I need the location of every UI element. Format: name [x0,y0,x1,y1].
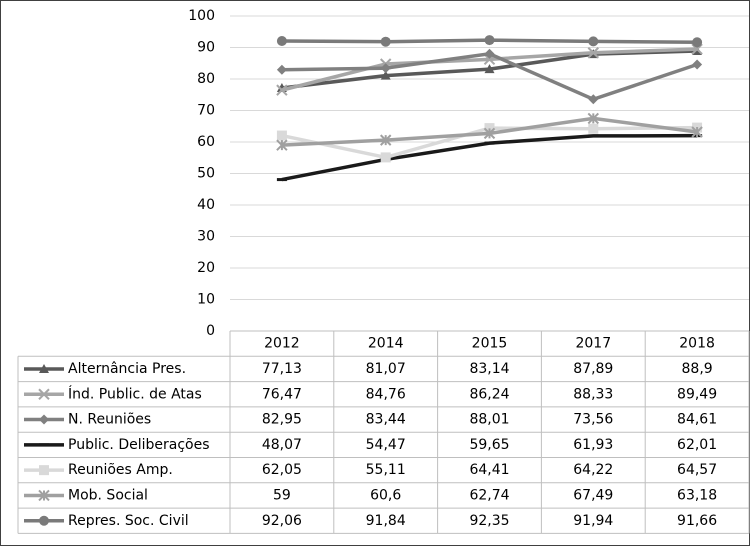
marker [484,141,495,145]
y-tick-label: 60 [197,134,215,150]
table-cell: 73,56 [573,412,613,428]
y-tick-label: 50 [197,166,215,182]
x-tick-label: 2018 [679,336,715,352]
marker [276,139,288,151]
table-cell: 59,65 [469,437,509,453]
table-cell: 77,13 [262,361,302,377]
table-cell: 83,14 [469,361,509,377]
table-cell: 91,66 [677,513,717,529]
table-cell: 91,94 [573,513,613,529]
marker [484,123,495,134]
legend-label: Alternância Pres. [68,361,186,377]
table-cell: 86,24 [469,386,509,402]
marker [587,112,600,125]
marker [379,134,392,146]
marker [691,126,703,138]
legend-label: Repres. Soc. Civil [68,513,189,529]
marker [588,123,599,134]
table-cell: 88,01 [469,412,509,428]
y-tick-label: 80 [197,71,215,87]
table-cell: 64,41 [469,462,509,478]
table-cell: 87,89 [573,361,613,377]
table-cell: 84,76 [366,386,406,402]
table-cell: 63,18 [677,487,717,503]
legend-label: Índ. Public. de Atas [68,385,202,402]
marker [380,36,391,47]
marker [588,134,599,138]
marker [484,35,495,46]
marker [276,130,287,141]
marker [380,152,391,163]
marker [276,178,287,182]
y-tick-label: 30 [197,229,215,245]
marker [587,47,600,59]
table-cell: 64,22 [573,462,613,478]
table-cell: 83,44 [366,412,406,428]
table-cell: 62,01 [677,437,717,453]
legend-label: Reuniões Amp. [68,462,173,478]
table-cell: 59 [273,487,291,503]
y-tick-label: 10 [197,292,215,308]
x-tick-label: 2012 [264,336,300,352]
table-cell: 81,07 [366,361,406,377]
table-cell: 84,61 [677,412,717,428]
marker [484,64,495,74]
table-cell: 91,84 [366,513,406,529]
table-cell: 67,49 [573,487,613,503]
legend-label: Mob. Social [68,487,148,503]
table-cell: 55,11 [366,462,406,478]
marker [588,36,599,47]
marker [39,414,49,425]
table-cell: 92,35 [469,513,509,529]
table-cell: 89,49 [677,386,717,402]
table-cell: 88,33 [573,386,613,402]
table-cell: 62,05 [262,462,302,478]
marker [39,443,49,447]
marker [588,94,599,105]
marker [38,489,50,502]
marker [380,70,391,80]
marker [483,127,496,140]
marker [692,59,703,70]
table-cell: 82,95 [262,412,302,428]
x-tick-label: 2015 [472,336,508,352]
marker [484,48,495,59]
table-cell: 88,9 [682,361,713,377]
table-cell: 76,47 [262,386,302,402]
y-tick-label: 0 [206,323,215,339]
marker [38,388,50,400]
marker [39,465,49,476]
y-tick-label: 100 [188,8,215,24]
y-tick-label: 90 [197,40,215,56]
table-cell: 54,47 [366,437,406,453]
y-tick-label: 70 [197,103,215,119]
table-cell: 64,57 [677,462,717,478]
y-tick-label: 40 [197,197,215,213]
marker [380,63,391,74]
table-cell: 60,6 [370,487,401,503]
x-tick-label: 2017 [575,336,611,352]
legend-label: Public. Deliberações [68,437,210,453]
y-tick-label: 20 [197,260,215,276]
x-tick-label: 2014 [368,336,404,352]
marker [276,84,288,96]
marker [276,64,287,75]
table-cell: 92,06 [262,513,302,529]
marker [39,363,49,373]
table-cell: 62,74 [469,487,509,503]
marker [692,37,703,48]
table-cell: 48,07 [262,437,302,453]
table-cell: 61,93 [573,437,613,453]
legend-label: N. Reuniões [68,412,151,428]
marker [276,36,287,47]
marker [39,515,49,526]
